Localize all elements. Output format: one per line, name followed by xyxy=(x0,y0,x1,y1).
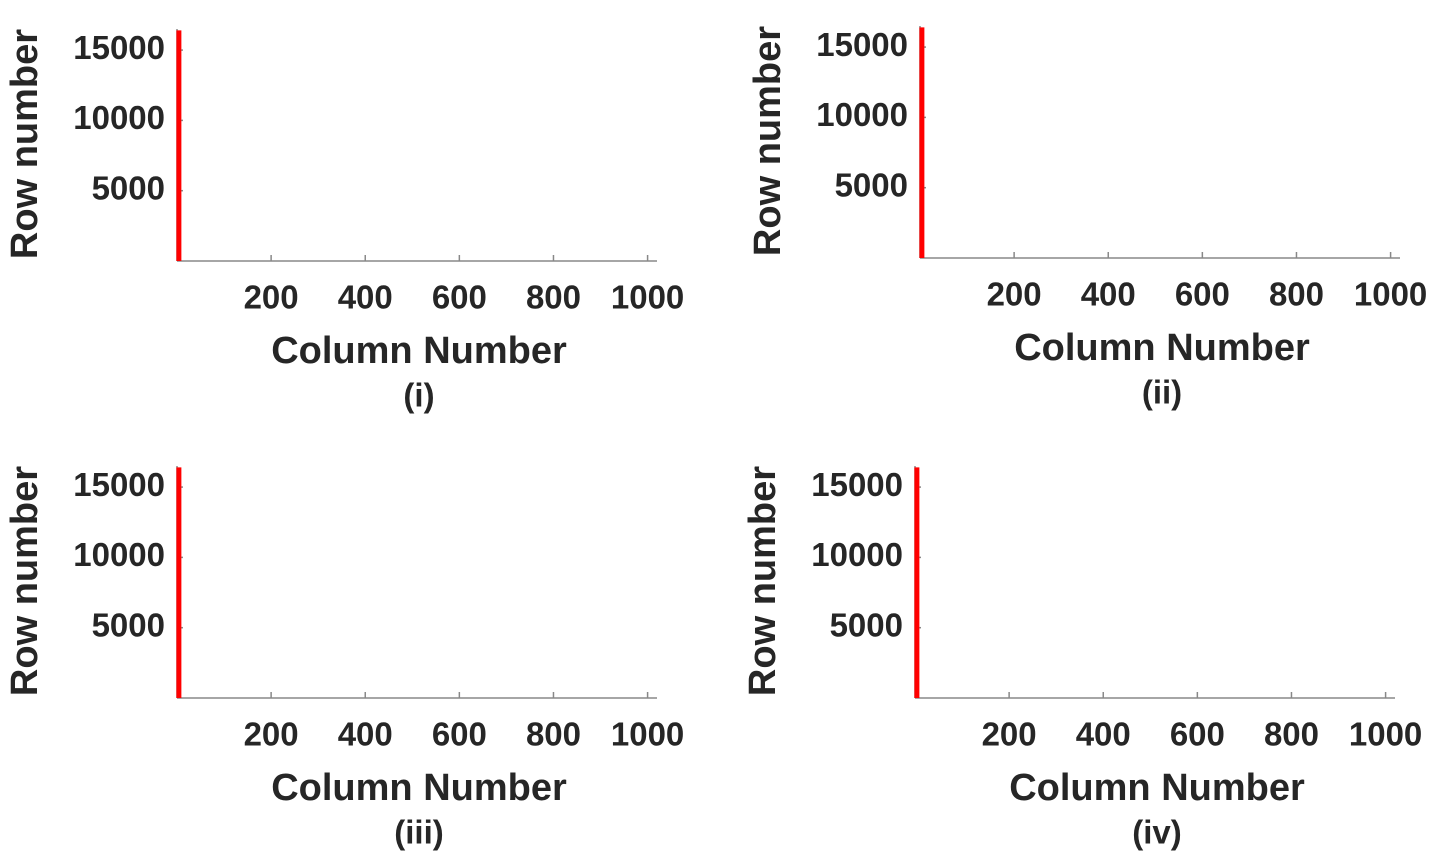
x-tick-label: 200 xyxy=(982,716,1037,753)
x-tick-label: 800 xyxy=(1269,276,1324,313)
y-axis-label: Row number xyxy=(4,29,46,259)
y-tick-label: 15000 xyxy=(73,29,165,66)
y-tick-label: 5000 xyxy=(92,606,165,643)
panel-caption: (ii) xyxy=(1142,374,1182,411)
x-tick-label: 200 xyxy=(987,276,1042,313)
y-tick-label: 5000 xyxy=(835,166,908,203)
y-tick-label: 15000 xyxy=(811,466,903,503)
y-tick-label: 10000 xyxy=(811,536,903,573)
x-tick-label: 400 xyxy=(338,716,393,753)
x-tick-label: 1000 xyxy=(611,716,684,753)
x-tick-label: 400 xyxy=(338,279,393,316)
y-tick-label: 5000 xyxy=(92,169,165,206)
x-tick-label: 1000 xyxy=(611,279,684,316)
panel-caption: (i) xyxy=(403,377,434,414)
x-axis-label: Column Number xyxy=(1014,327,1310,369)
y-tick-label: 5000 xyxy=(830,606,903,643)
x-tick-label: 1000 xyxy=(1354,276,1427,313)
x-axis-label: Column Number xyxy=(1009,767,1305,809)
y-tick-label: 10000 xyxy=(73,99,165,136)
x-axis-label: Column Number xyxy=(271,330,567,372)
y-tick-label: 15000 xyxy=(73,466,165,503)
x-tick-label: 800 xyxy=(1264,716,1319,753)
x-tick-label: 200 xyxy=(244,716,299,753)
y-axis-label: Row number xyxy=(747,26,789,256)
x-tick-label: 1000 xyxy=(1349,716,1422,753)
y-axis-label: Row number xyxy=(4,466,46,696)
y-tick-label: 15000 xyxy=(816,26,908,63)
x-tick-label: 800 xyxy=(526,279,581,316)
x-tick-label: 400 xyxy=(1081,276,1136,313)
panel-caption: (iv) xyxy=(1132,814,1182,851)
x-tick-label: 200 xyxy=(244,279,299,316)
x-tick-label: 600 xyxy=(432,279,487,316)
y-axis-label: Row number xyxy=(742,466,784,696)
x-tick-label: 600 xyxy=(1170,716,1225,753)
x-tick-label: 600 xyxy=(1175,276,1230,313)
panel-caption: (iii) xyxy=(394,814,443,851)
y-tick-label: 10000 xyxy=(73,536,165,573)
x-tick-label: 400 xyxy=(1076,716,1131,753)
x-axis-label: Column Number xyxy=(271,767,567,809)
x-tick-label: 600 xyxy=(432,716,487,753)
y-tick-label: 10000 xyxy=(816,96,908,133)
x-tick-label: 800 xyxy=(526,716,581,753)
